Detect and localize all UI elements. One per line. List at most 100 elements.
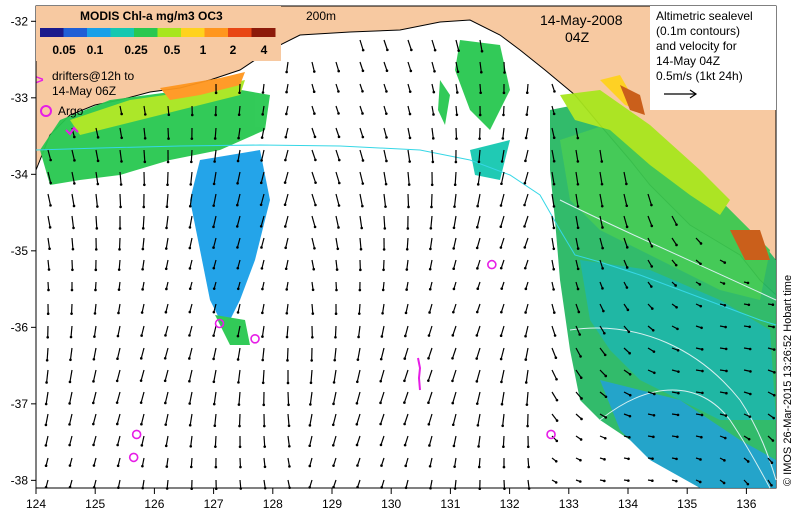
velocity-arrow-head [500,380,503,384]
velocity-arrow-head [478,113,482,117]
velocity-arrow-head [700,348,704,351]
velocity-arrow [285,237,289,248]
velocity-arrow-head [502,91,506,95]
velocity-arrow [500,193,505,206]
velocity-arrow-head [311,335,314,339]
velocity-arrow-head [452,287,456,291]
velocity-arrow [236,215,241,227]
velocity-arrow [188,369,193,382]
velocity-arrow [142,479,145,489]
velocity-arrow-head [525,113,529,116]
colorbar-tick-label: 0.5 [164,43,181,57]
colorbar-swatch [110,28,135,37]
velocity-arrow-head [116,334,120,338]
velocity-arrow-head [212,246,215,249]
velocity-arrow [359,39,364,51]
velocity-arrow [526,391,529,405]
velocity-arrow-head [428,267,432,271]
velocity-arrow-head [603,331,606,335]
velocity-arrow [190,435,193,447]
velocity-arrow-head [189,445,193,448]
velocity-arrow-head [723,436,727,440]
velocity-arrow-head [524,311,527,314]
velocity-arrow-head [164,401,167,405]
velocity-arrow [332,457,337,466]
velocity-arrow-head [676,348,680,352]
velocity-arrow [671,215,678,225]
velocity-arrow [237,369,241,383]
velocity-arrow-head [143,113,147,116]
x-tick-label: 127 [204,497,224,511]
velocity-arrow-head [554,481,558,484]
velocity-arrow-head [143,136,147,140]
velocity-arrow [260,171,265,183]
velocity-arrow [93,347,97,360]
velocity-arrow-head [499,204,503,207]
velocity-arrow [69,369,73,383]
velocity-arrow-head [70,288,74,292]
drifters-label-2: 14-May 06Z [52,84,116,98]
velocity-arrow-head [576,226,580,230]
velocity-arrow [285,105,289,115]
velocity-arrow [575,171,579,185]
velocity-arrow-head [385,159,388,163]
velocity-arrow-head [214,113,217,117]
velocity-arrow-head [576,287,580,291]
velocity-arrow-head [771,303,775,307]
velocity-arrow-head [451,423,455,427]
velocity-arrow [237,149,241,162]
velocity-arrow [142,259,145,270]
velocity-arrow-head [427,379,430,383]
velocity-arrow [311,281,314,290]
velocity-arrow [356,391,361,404]
velocity-arrow-head [524,381,528,384]
velocity-arrow-head [430,205,433,209]
velocity-arrow [476,237,481,249]
velocity-arrow [356,413,361,425]
velocity-arrow-head [628,436,631,439]
velocity-arrow-head [261,358,265,362]
velocity-arrow [142,215,145,229]
velocity-arrow [335,105,340,114]
velocity-arrow-head [237,136,240,140]
velocity-arrow-head [164,423,168,426]
velocity-arrow-head [525,91,529,95]
velocity-arrow-head [451,356,454,360]
velocity-arrow [92,413,97,425]
velocity-arrow-head [455,113,459,117]
velocity-arrow [431,149,434,162]
velocity-arrow [431,105,435,115]
velocity-arrow-head [117,486,120,490]
velocity-arrow-head [333,358,337,362]
velocity-arrow-head [500,287,504,290]
velocity-arrow [575,303,580,313]
velocity-arrow-head [45,381,48,384]
velocity-arrow-head [554,356,558,360]
velocity-arrow-head [747,437,751,441]
velocity-arrow-head [167,113,171,117]
velocity-arrow-head [355,380,359,384]
velocity-arrow [189,413,193,426]
velocity-arrow [311,215,316,228]
velocity-arrow-head [236,203,239,207]
velocity-arrow-head [407,183,411,186]
velocity-arrow-head [165,465,169,468]
velocity-arrow-head [480,70,483,74]
velocity-arrow-head [212,310,216,314]
velocity-arrow [502,127,505,139]
velocity-arrow-head [381,288,385,292]
velocity-arrow [261,325,265,337]
velocity-arrow-head [73,135,76,139]
velocity-arrow-head [555,439,559,443]
velocity-arrow-head [579,458,582,462]
velocity-arrow [524,325,529,337]
velocity-arrow [237,325,241,337]
colorbar-labels: 0.05 0.1 0.25 0.5 1 2 4 [52,43,267,57]
velocity-arrow-head [651,479,654,483]
velocity-arrow-head [431,137,435,140]
velocity-arrow-head [115,422,119,426]
velocity-arrow-head [212,287,216,290]
velocity-arrow-head [652,435,655,439]
colorbar-tick-label: 4 [261,43,268,57]
velocity-arrow-head [92,443,95,447]
